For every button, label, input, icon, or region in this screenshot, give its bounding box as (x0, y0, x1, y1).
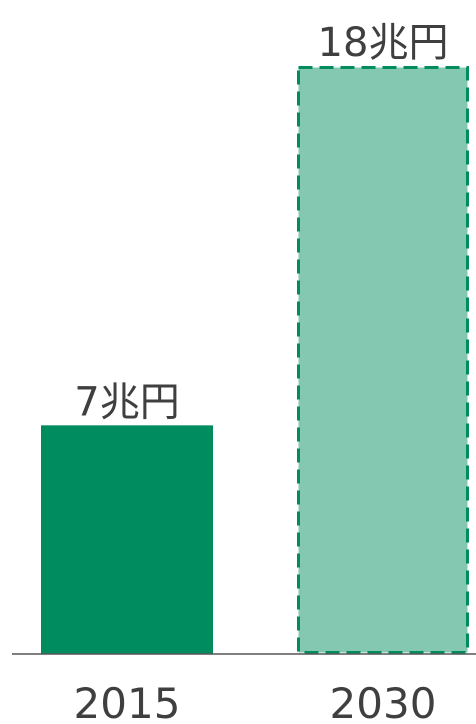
bar-2030 (297, 66, 469, 654)
x-tick-label-2030: 2030 (330, 679, 437, 724)
x-tick-label-2015: 2015 (74, 679, 181, 724)
data-label-2015: 7兆円 (74, 379, 179, 425)
bar-2015 (41, 425, 213, 654)
data-label-2030: 18兆円 (318, 20, 449, 66)
